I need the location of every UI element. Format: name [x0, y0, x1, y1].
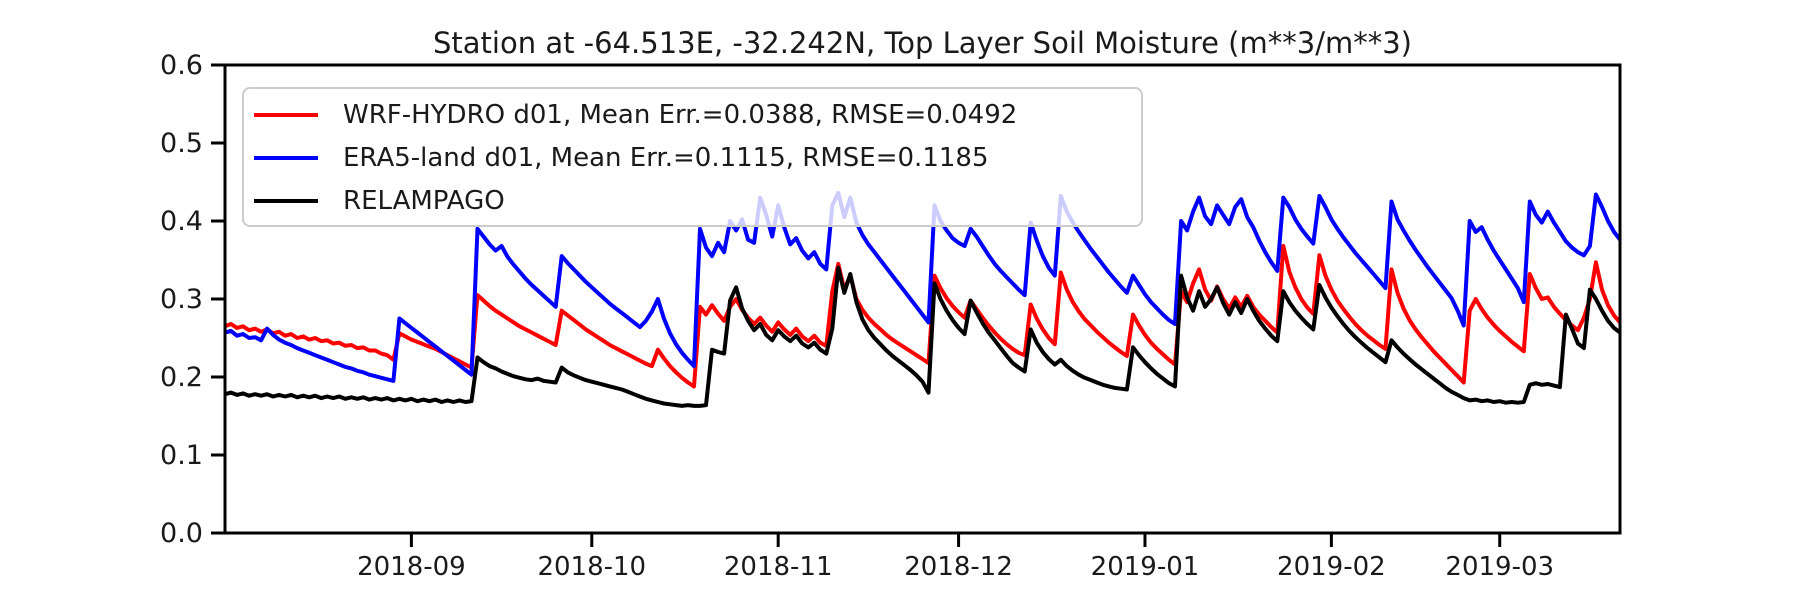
- x-tick-label: 2019-01: [1091, 552, 1200, 582]
- y-tick-label: 0.6: [160, 50, 203, 81]
- legend-item-era5-land: ERA5-land d01, Mean Err.=0.1115, RMSE=0.…: [254, 136, 1141, 179]
- x-tick-label: 2018-10: [537, 552, 646, 582]
- y-tick-label: 0.3: [160, 284, 203, 315]
- legend-line-relampago-icon: [254, 198, 318, 203]
- legend-label-relampago: RELAMPAGO: [343, 185, 505, 216]
- x-tick-label: 2019-03: [1445, 552, 1554, 582]
- legend-item-relampago: RELAMPAGO: [254, 179, 1141, 222]
- chart-title: Station at -64.513E, -32.242N, Top Layer…: [433, 26, 1412, 60]
- legend-line-era5-land-icon: [254, 155, 318, 160]
- y-tick-label: 0.1: [160, 440, 203, 471]
- legend-label-wrf-hydro: WRF-HYDRO d01, Mean Err.=0.0388, RMSE=0.…: [343, 99, 1018, 130]
- legend-line-wrf-hydro-icon: [254, 112, 318, 117]
- x-tick-label: 2018-11: [724, 552, 833, 582]
- y-tick-label: 0.4: [160, 206, 203, 237]
- x-tick-label: 2018-12: [904, 552, 1013, 582]
- series-line-wrf-hydro: [224, 244, 1622, 389]
- legend-item-wrf-hydro: WRF-HYDRO d01, Mean Err.=0.0388, RMSE=0.…: [254, 93, 1141, 136]
- y-tick-label: 0.5: [160, 128, 203, 159]
- y-tick-label: 0.2: [160, 362, 203, 393]
- y-tick-label: 0.0: [160, 518, 203, 549]
- legend: WRF-HYDRO d01, Mean Err.=0.0388, RMSE=0.…: [242, 87, 1143, 227]
- x-tick-label: 2018-09: [357, 552, 466, 582]
- series-line-relampago: [224, 265, 1622, 408]
- legend-label-era5-land: ERA5-land d01, Mean Err.=0.1115, RMSE=0.…: [343, 142, 989, 173]
- plot-border: [223, 63, 1622, 535]
- series-line-era5-land: [224, 190, 1622, 383]
- x-tick-label: 2019-02: [1277, 552, 1386, 582]
